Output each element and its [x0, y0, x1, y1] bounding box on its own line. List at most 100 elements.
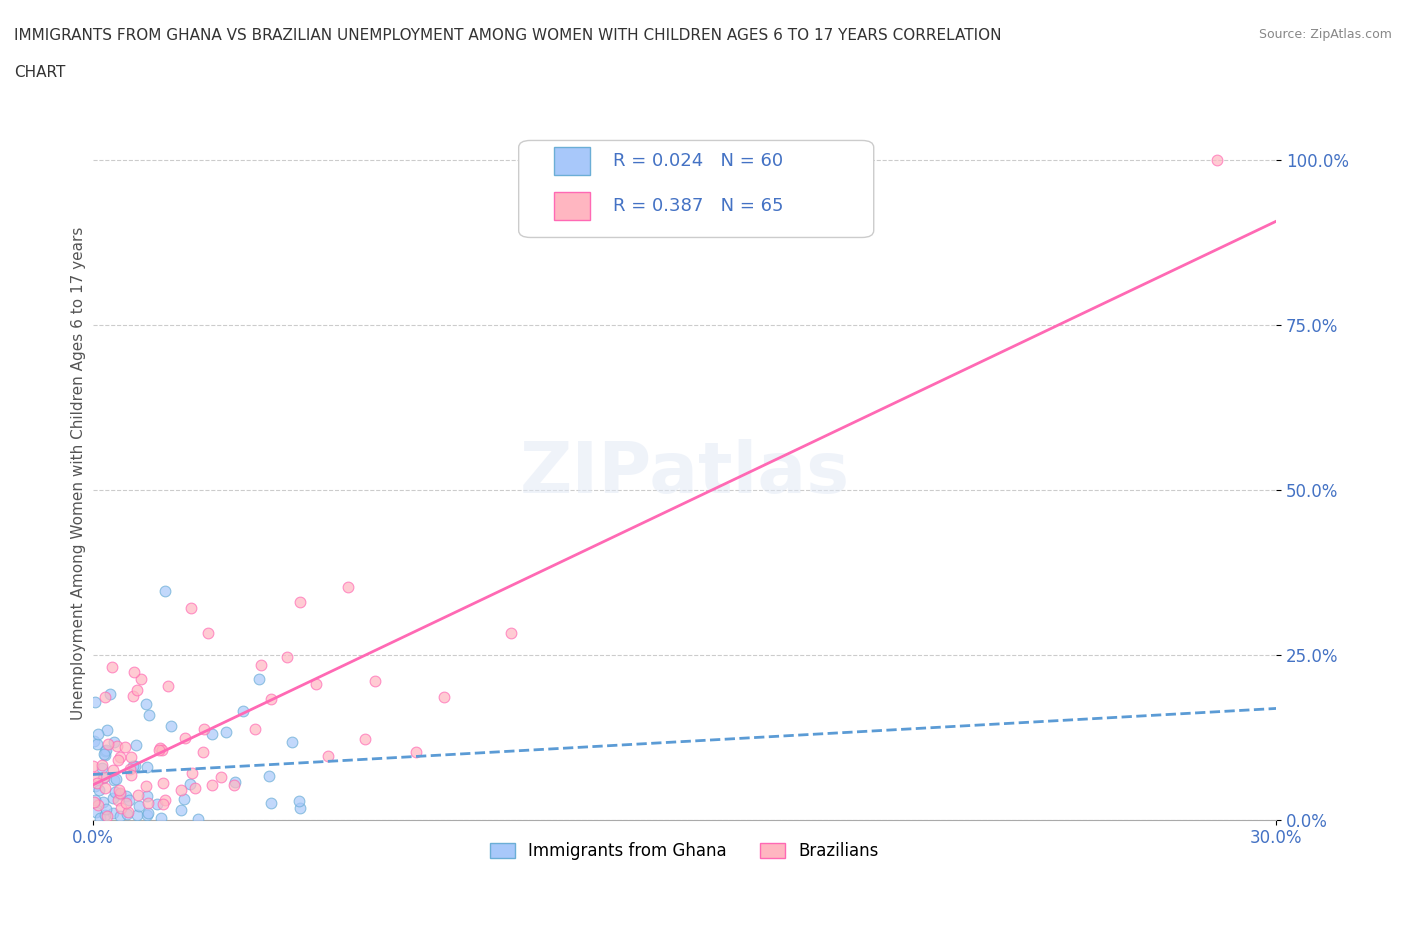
Point — [433, 690, 456, 705]
Point — [187, 812, 209, 827]
Point — [149, 740, 172, 755]
Point — [247, 672, 270, 687]
Point — [153, 792, 176, 807]
Point — [93, 743, 115, 758]
Point — [98, 686, 121, 701]
Point — [87, 726, 110, 741]
Point — [136, 808, 159, 823]
Point — [184, 780, 207, 795]
Point — [93, 770, 115, 785]
Point — [125, 808, 148, 823]
Point — [94, 743, 117, 758]
Point — [127, 788, 149, 803]
Point — [91, 758, 114, 773]
Point — [336, 579, 359, 594]
Point — [276, 650, 298, 665]
Point — [90, 761, 112, 776]
Point — [288, 594, 311, 609]
Point — [107, 752, 129, 767]
Point — [155, 583, 177, 598]
Point — [110, 801, 132, 816]
Point — [108, 750, 131, 764]
Text: Source: ZipAtlas.com: Source: ZipAtlas.com — [1258, 28, 1392, 41]
Point — [146, 797, 169, 812]
Point — [174, 731, 197, 746]
Point — [115, 806, 138, 821]
Point — [281, 735, 304, 750]
Point — [249, 658, 271, 672]
Bar — [554, 147, 589, 175]
Point — [108, 786, 131, 801]
Point — [101, 763, 124, 777]
Point — [305, 676, 328, 691]
Point — [91, 771, 114, 786]
Point — [128, 798, 150, 813]
FancyBboxPatch shape — [519, 140, 873, 237]
Point — [180, 601, 202, 616]
Point — [232, 704, 254, 719]
Point — [215, 725, 238, 740]
Point — [118, 792, 141, 807]
Point — [222, 777, 245, 792]
Point — [138, 707, 160, 722]
Point — [93, 748, 115, 763]
Point — [288, 801, 311, 816]
Point — [243, 722, 266, 737]
Point — [148, 743, 170, 758]
Point — [120, 750, 142, 764]
Text: IMMIGRANTS FROM GHANA VS BRAZILIAN UNEMPLOYMENT AMONG WOMEN WITH CHILDREN AGES 6: IMMIGRANTS FROM GHANA VS BRAZILIAN UNEMP… — [14, 28, 1001, 43]
Point — [354, 731, 377, 746]
Point — [125, 737, 148, 752]
Point — [91, 795, 114, 810]
Point — [405, 745, 427, 760]
Point — [86, 769, 108, 784]
Point — [136, 795, 159, 810]
Point — [316, 749, 339, 764]
Point — [127, 682, 149, 697]
Point — [86, 737, 108, 751]
Point — [135, 697, 157, 711]
Point — [257, 768, 280, 783]
Point — [173, 791, 195, 806]
Point — [170, 782, 193, 797]
Point — [83, 792, 105, 807]
Point — [201, 778, 224, 793]
Point — [1206, 153, 1229, 167]
Point — [84, 695, 107, 710]
Point — [120, 762, 142, 777]
Point — [108, 782, 131, 797]
Text: R = 0.024   N = 60: R = 0.024 N = 60 — [613, 153, 783, 170]
Point — [288, 794, 311, 809]
Point — [103, 773, 125, 788]
Point — [197, 626, 219, 641]
Point — [87, 798, 110, 813]
Point — [84, 778, 107, 793]
Point — [104, 784, 127, 799]
Point — [86, 776, 108, 790]
Y-axis label: Unemployment Among Women with Children Ages 6 to 17 years: Unemployment Among Women with Children A… — [72, 226, 86, 720]
Point — [122, 759, 145, 774]
Point — [150, 742, 173, 757]
Point — [209, 769, 232, 784]
Point — [101, 790, 124, 805]
Point — [179, 777, 201, 791]
Point — [224, 775, 246, 790]
Point — [501, 626, 523, 641]
Point — [101, 805, 124, 820]
Point — [124, 759, 146, 774]
Point — [83, 734, 105, 749]
Point — [82, 759, 104, 774]
Point — [122, 688, 145, 703]
Point — [114, 739, 136, 754]
Point — [135, 789, 157, 804]
Point — [104, 771, 127, 786]
Text: ZIPatlas: ZIPatlas — [519, 439, 849, 508]
Point — [364, 673, 387, 688]
Point — [100, 659, 122, 674]
Point — [93, 746, 115, 761]
Point — [159, 719, 181, 734]
Point — [120, 767, 142, 782]
Point — [149, 811, 172, 826]
Point — [107, 792, 129, 807]
Point — [105, 738, 128, 753]
